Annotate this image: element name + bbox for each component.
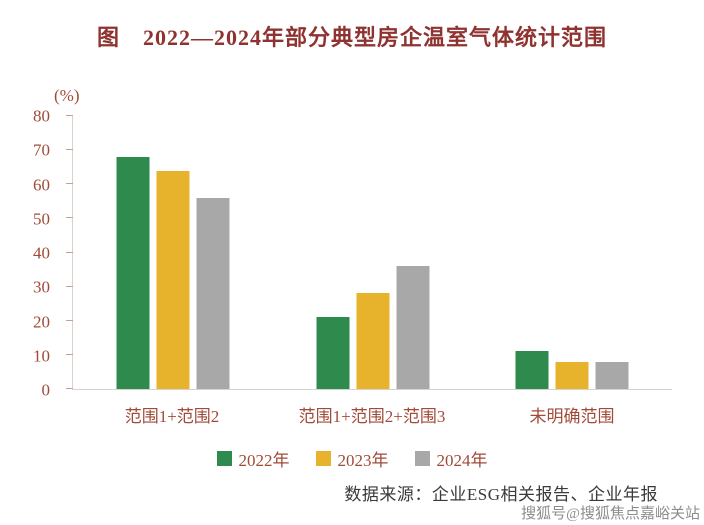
- legend-item: 2023年: [315, 446, 389, 471]
- data-source-note: 数据来源：企业ESG相关报告、企业年报: [344, 485, 658, 504]
- y-tick-label: 60: [33, 175, 50, 194]
- legend-label: 2024年: [436, 451, 488, 470]
- legend-item: 2024年: [414, 446, 488, 471]
- y-tick-label: 80: [33, 106, 50, 126]
- y-tick-mark: [66, 149, 73, 151]
- y-tick-mark: [66, 183, 73, 185]
- bar-2024年-未明确范围: [595, 361, 629, 389]
- y-tick-label: 20: [33, 312, 50, 331]
- bar-2022年-未明确范围: [515, 351, 549, 389]
- bar-group: [515, 116, 629, 389]
- legend-swatch: [216, 451, 232, 466]
- legend-swatch: [414, 451, 430, 466]
- bar-2022年-范围1+范围2: [116, 156, 150, 389]
- bar-group: [116, 116, 230, 389]
- y-tick-mark: [66, 217, 73, 219]
- y-axis-unit-label: (%): [54, 86, 80, 105]
- y-tick-label: 40: [33, 243, 50, 263]
- bar-2023年-未明确范围: [555, 361, 589, 389]
- y-tick-mark: [66, 115, 73, 116]
- y-tick-label: 0: [41, 380, 51, 400]
- bar-2022年-范围1+范围2+范围3: [316, 317, 349, 389]
- plot-area: [66, 115, 672, 390]
- chart-title: 图 2022—2024年部分典型房企温室气体统计范围: [96, 25, 607, 50]
- x-category-label: 范围1+范围2+范围3: [298, 407, 446, 426]
- y-tick-label: 70: [33, 140, 50, 160]
- x-axis-labels: 范围1+范围2 范围1+范围2+范围3 未明确范围: [72, 402, 672, 426]
- bar-group: [316, 116, 429, 389]
- x-category-label: 范围1+范围2: [124, 407, 220, 426]
- legend-label: 2023年: [337, 451, 389, 470]
- bar-2023年-范围1+范围2: [156, 170, 190, 389]
- y-tick-mark: [66, 285, 73, 287]
- y-tick-label: 30: [33, 277, 50, 297]
- x-category-label: 未明确范围: [529, 407, 615, 426]
- watermark: 搜狐号@搜狐焦点嘉峪关站: [521, 506, 700, 522]
- y-tick-mark: [66, 251, 73, 253]
- y-tick-label: 50: [33, 209, 50, 229]
- bar-2024年-范围1+范围2+范围3: [396, 266, 429, 389]
- y-tick-mark: [66, 388, 73, 389]
- legend: 2022年 2023年 2024年: [0, 446, 704, 471]
- bar-2023年-范围1+范围2+范围3: [356, 293, 389, 389]
- y-tick-label: 10: [33, 346, 50, 366]
- y-tick-mark: [66, 319, 73, 321]
- legend-item: 2022年: [216, 446, 290, 471]
- legend-label: 2022年: [238, 451, 290, 470]
- legend-swatch: [315, 451, 331, 466]
- bar-2024年-范围1+范围2: [196, 197, 230, 389]
- y-axis-labels: 0 10 20 30 40 50 60 70 80: [0, 108, 64, 399]
- y-tick-mark: [66, 353, 73, 355]
